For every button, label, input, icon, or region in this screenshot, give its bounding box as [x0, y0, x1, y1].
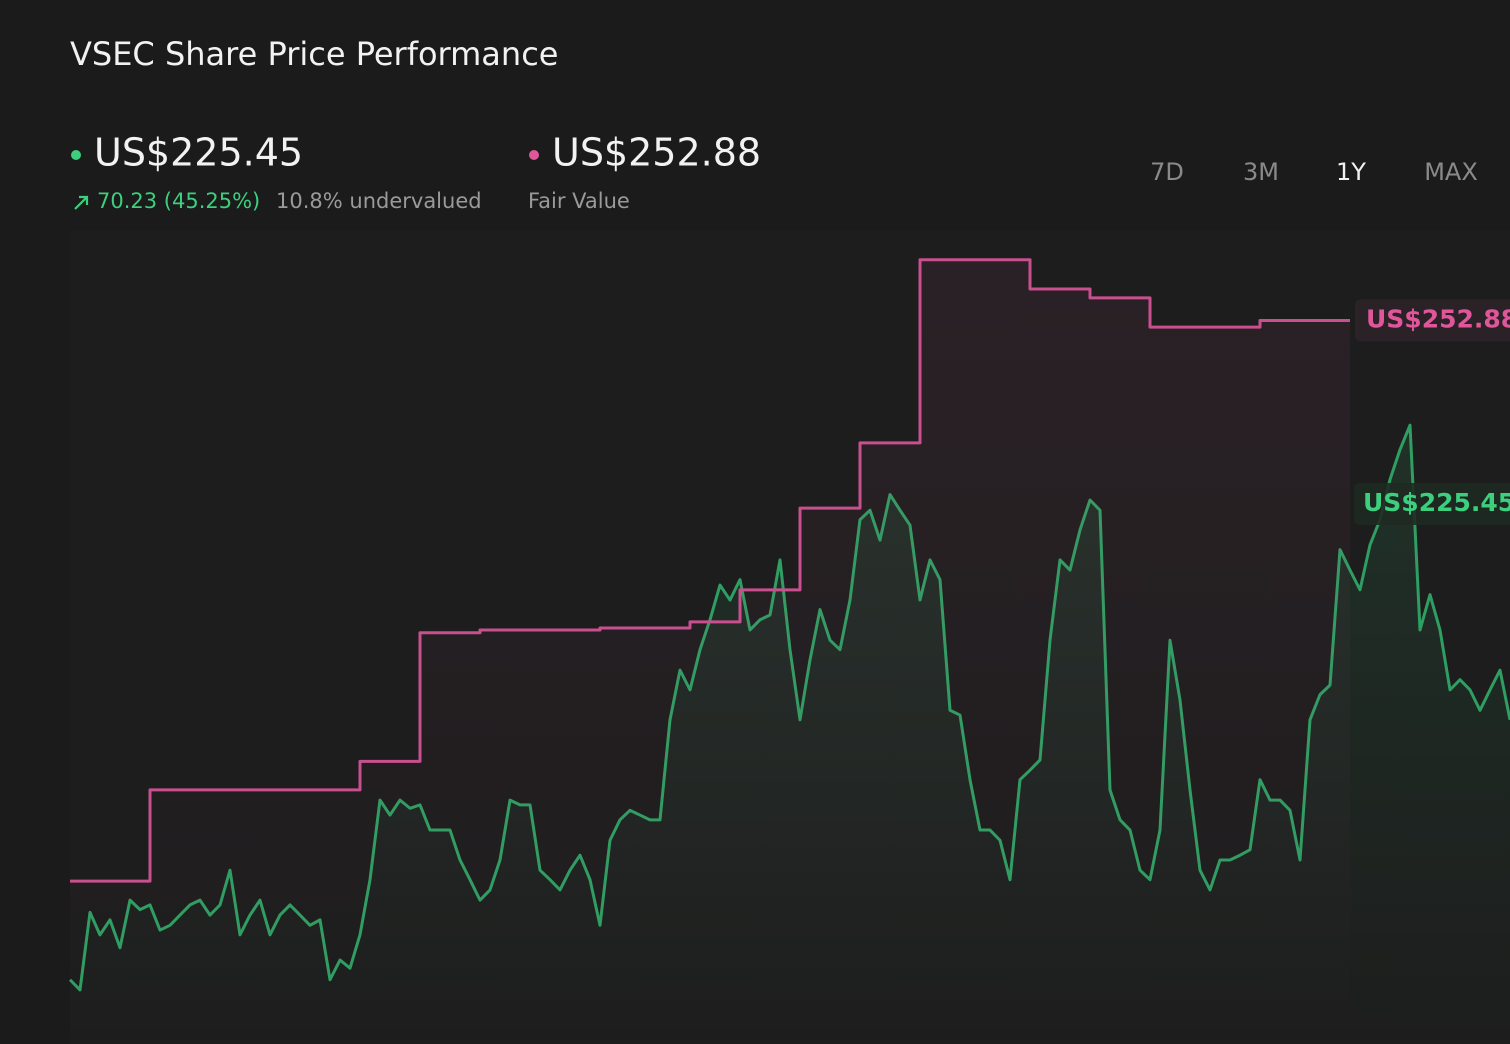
range-button[interactable]: 3M	[1243, 158, 1279, 186]
legend-dot	[71, 150, 81, 160]
line	[70, 258, 1350, 883]
label-box	[1354, 483, 1510, 525]
up-arrow-icon	[74, 195, 89, 210]
fair-value-end-label: US$252.88	[1366, 304, 1510, 333]
chart-title: VSEC Share Price Performance	[70, 35, 558, 73]
range-button[interactable]: 7D	[1150, 158, 1184, 186]
range-button[interactable]: 1Y	[1336, 158, 1366, 186]
valuation: 10.8% undervalued	[276, 189, 482, 213]
change: 70.23 (45.25%)	[97, 189, 260, 213]
range-button[interactable]: MAX	[1424, 158, 1478, 186]
area	[70, 259, 1350, 1041]
price: US$225.45	[94, 131, 303, 175]
fair-value: US$252.88	[552, 131, 761, 175]
label-box	[1355, 299, 1510, 342]
price-end-label: US$225.45	[1363, 488, 1510, 517]
fair-value-caption: Fair Value	[528, 189, 630, 213]
legend-dot	[529, 150, 539, 160]
